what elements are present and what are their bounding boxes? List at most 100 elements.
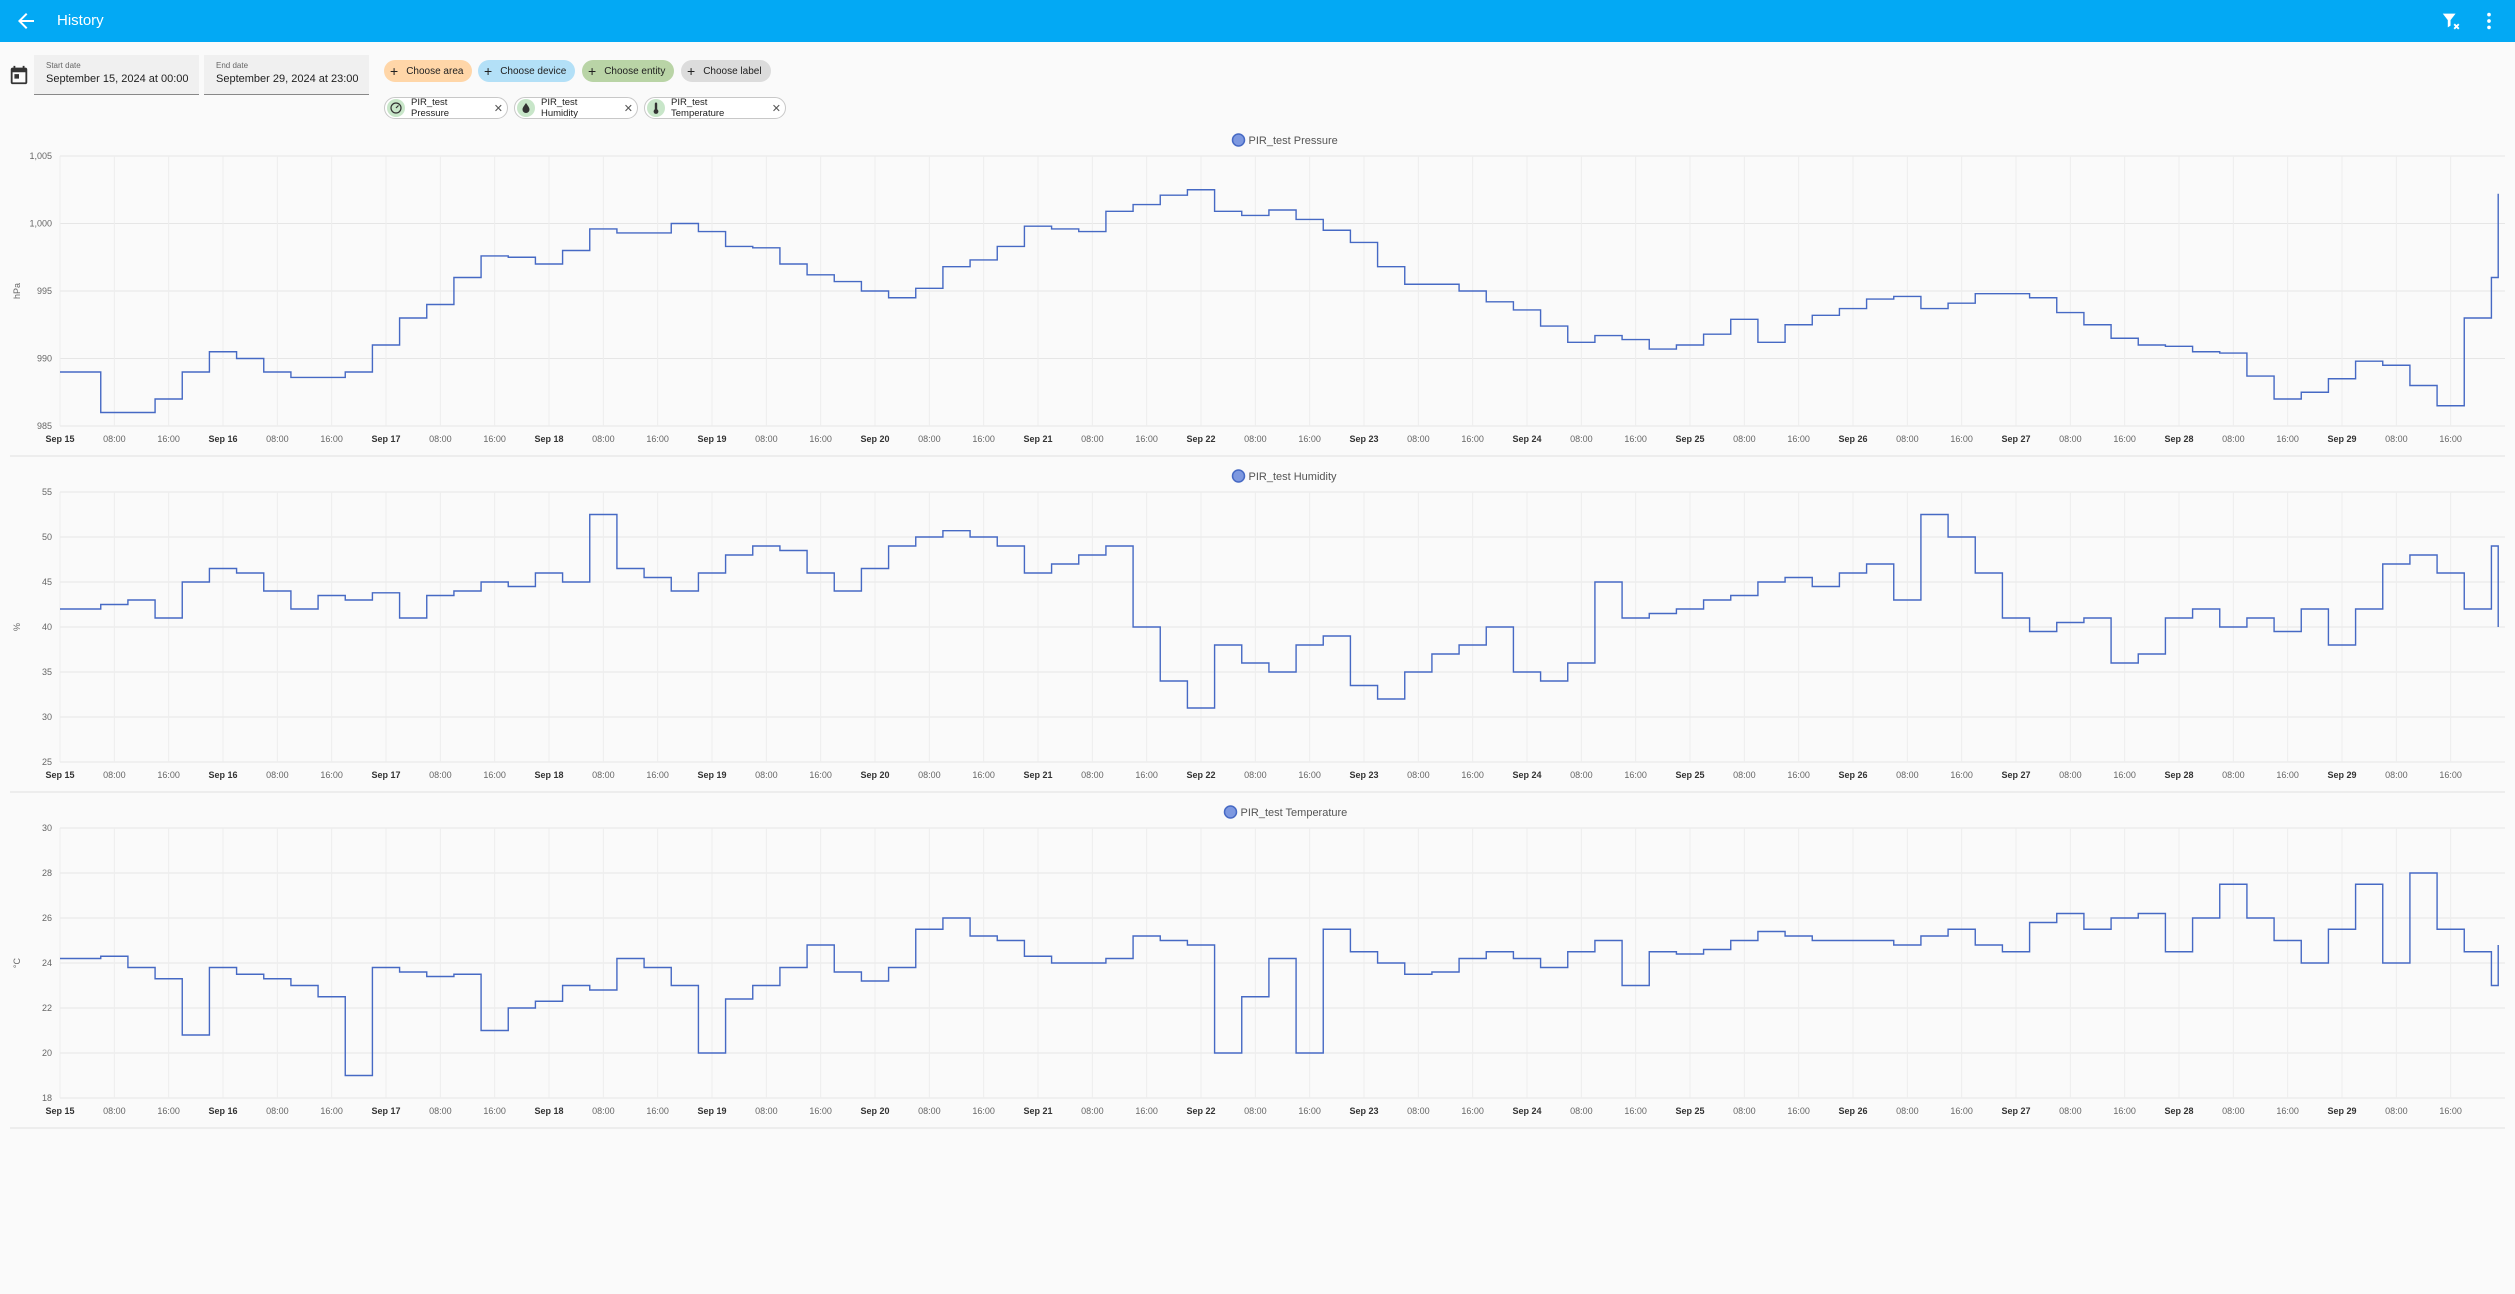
y-tick-label: 55	[42, 487, 52, 497]
chart-title[interactable]: PIR_test Pressure	[1249, 135, 1338, 147]
x-tick-label: 08:00	[1244, 1106, 1267, 1116]
entity-chip-label: PIR_test Pressure	[411, 97, 450, 119]
history-charts: PIR_test Pressure 985 990 995 1,000 1,005 hPa S…	[10, 133, 2505, 1129]
start-date-label: Start date	[46, 61, 81, 70]
x-tick-label: Sep 20	[860, 1106, 889, 1116]
start-date-field[interactable]: Start date September 15, 2024 at 00:00	[34, 55, 199, 95]
x-tick-label: 16:00	[1624, 434, 1647, 444]
x-tick-label: 16:00	[2439, 1106, 2462, 1116]
y-axis-label: %	[12, 623, 22, 631]
x-tick-label: 16:00	[809, 770, 832, 780]
x-tick-label: Sep 26	[1838, 434, 1867, 444]
x-tick-label: Sep 27	[2001, 1106, 2030, 1116]
x-tick-label: 16:00	[646, 1106, 669, 1116]
legend-swatch[interactable]	[1231, 133, 1246, 147]
chart-title[interactable]: PIR_test Temperature	[1241, 807, 1348, 819]
x-tick-label: Sep 29	[2327, 434, 2356, 444]
legend-swatch[interactable]	[1223, 805, 1238, 819]
x-tick-label: 08:00	[429, 1106, 452, 1116]
x-tick-label: 16:00	[1787, 434, 1810, 444]
x-tick-label: 08:00	[103, 434, 126, 444]
x-tick-label: 16:00	[2439, 434, 2462, 444]
x-tick-label: 08:00	[266, 1106, 289, 1116]
dots-vertical-icon[interactable]	[2478, 10, 2500, 32]
x-tick-label: 08:00	[266, 434, 289, 444]
x-tick-label: 16:00	[1461, 1106, 1484, 1116]
entity-chip-humidity[interactable]: PIR_test Humidity ✕	[514, 97, 638, 119]
chart-1: PIR_test Humidity 25 30 35 40 45 50 55% Sep 15 08…	[10, 469, 2505, 793]
x-tick-label: 16:00	[809, 1106, 832, 1116]
calendar-icon[interactable]	[8, 64, 30, 86]
end-date-field[interactable]: End date September 29, 2024 at 23:00	[204, 55, 369, 95]
x-tick-label: 08:00	[1570, 770, 1593, 780]
x-tick-label: Sep 17	[371, 770, 400, 780]
x-tick-label: Sep 16	[208, 1106, 237, 1116]
filter-remove-icon[interactable]	[2440, 10, 2462, 32]
legend-swatch[interactable]	[1231, 469, 1246, 483]
x-tick-label: 16:00	[320, 1106, 343, 1116]
x-tick-label: 08:00	[2059, 1106, 2082, 1116]
x-tick-label: 08:00	[429, 434, 452, 444]
x-tick-label: 16:00	[1950, 770, 1973, 780]
entity-chip-temperature[interactable]: PIR_test Temperature ✕	[644, 97, 786, 119]
x-tick-label: Sep 28	[2164, 434, 2193, 444]
x-tick-label: 08:00	[2222, 1106, 2245, 1116]
x-tick-label: 16:00	[1950, 1106, 1973, 1116]
x-tick-label: Sep 23	[1349, 1106, 1378, 1116]
x-tick-label: 08:00	[2385, 1106, 2408, 1116]
x-tick-label: Sep 18	[534, 1106, 563, 1116]
chip-label: Choose device	[500, 65, 567, 77]
arrow-left-icon[interactable]	[14, 9, 38, 33]
x-tick-label: 16:00	[972, 770, 995, 780]
x-tick-label: Sep 25	[1675, 434, 1704, 444]
x-tick-label: Sep 21	[1023, 434, 1052, 444]
x-tick-label: 16:00	[2113, 1106, 2136, 1116]
entity-chip-pressure[interactable]: PIR_test Pressure ✕	[384, 97, 508, 119]
y-axis-label: °C	[12, 957, 22, 968]
x-tick-label: 16:00	[320, 770, 343, 780]
water-drop-icon	[517, 99, 535, 117]
x-tick-label: 16:00	[1298, 1106, 1321, 1116]
x-tick-label: Sep 22	[1186, 770, 1215, 780]
x-tick-label: 08:00	[1407, 1106, 1430, 1116]
x-tick-label: 08:00	[2059, 434, 2082, 444]
y-tick-label: 40	[42, 622, 52, 632]
y-tick-label: 18	[42, 1093, 52, 1103]
close-icon[interactable]: ✕	[493, 102, 503, 115]
choose-area-chip[interactable]: + Choose area	[384, 60, 473, 82]
end-date-label: End date	[216, 61, 249, 70]
y-tick-label: 1,005	[29, 151, 52, 161]
x-tick-label: Sep 16	[208, 434, 237, 444]
close-icon[interactable]: ✕	[771, 102, 781, 115]
x-tick-label: Sep 18	[534, 770, 563, 780]
chip-label: Choose label	[703, 65, 762, 77]
thermometer-icon	[647, 99, 665, 117]
x-tick-label: 08:00	[2222, 434, 2245, 444]
y-tick-label: 22	[42, 1003, 52, 1013]
x-tick-label: 08:00	[1407, 770, 1430, 780]
x-tick-label: 08:00	[918, 770, 941, 780]
series-line[interactable]	[60, 513, 2499, 709]
choose-label-chip[interactable]: + Choose label	[681, 60, 771, 82]
choose-device-chip[interactable]: + Choose device	[478, 60, 576, 82]
x-tick-label: 16:00	[157, 434, 180, 444]
x-tick-label: 16:00	[972, 1106, 995, 1116]
x-tick-label: Sep 24	[1512, 1106, 1541, 1116]
x-tick-label: 08:00	[592, 1106, 615, 1116]
y-tick-label: 24	[42, 958, 52, 968]
close-icon[interactable]: ✕	[623, 102, 633, 115]
y-tick-label: 30	[42, 823, 52, 833]
x-tick-label: 08:00	[1244, 770, 1267, 780]
choose-entity-chip[interactable]: + Choose entity	[582, 60, 675, 82]
x-tick-label: Sep 25	[1675, 1106, 1704, 1116]
x-tick-label: 08:00	[918, 434, 941, 444]
x-tick-label: 16:00	[1298, 434, 1321, 444]
x-tick-label: Sep 20	[860, 434, 889, 444]
x-tick-label: Sep 17	[371, 1106, 400, 1116]
y-tick-label: 20	[42, 1048, 52, 1058]
x-tick-label: 16:00	[1135, 770, 1158, 780]
x-tick-label: 08:00	[2222, 770, 2245, 780]
chart-title[interactable]: PIR_test Humidity	[1249, 471, 1338, 483]
series-line[interactable]	[60, 872, 2499, 1077]
series-line[interactable]	[60, 189, 2499, 414]
